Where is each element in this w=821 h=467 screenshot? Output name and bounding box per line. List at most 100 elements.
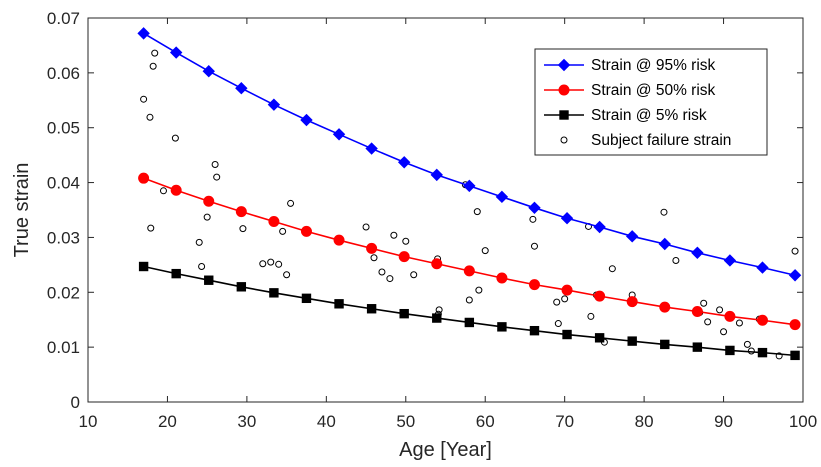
series-point — [789, 319, 801, 331]
series-point — [137, 27, 150, 40]
x-tick-label: 100 — [789, 412, 817, 431]
legend-marker — [558, 84, 570, 96]
scatter-point — [791, 247, 799, 255]
scatter-point — [554, 320, 562, 328]
scatter-point — [700, 299, 708, 307]
series-point — [204, 275, 214, 285]
series-point — [757, 347, 768, 358]
scatter-point — [561, 295, 569, 303]
series-point — [334, 299, 344, 309]
scatter-point — [716, 306, 724, 314]
y-tick-label: 0.07 — [47, 9, 80, 28]
ticks-layer: 10 20 30 40 50 60 70 80 90 100 0 0.01 0.02 0.03 0.04 0.… — [47, 9, 817, 431]
series-point — [138, 261, 149, 272]
x-tick-label: 30 — [237, 412, 256, 431]
series-point — [365, 142, 378, 155]
series-point — [756, 314, 768, 326]
series-point — [268, 216, 280, 228]
x-tick-label: 90 — [714, 412, 733, 431]
series-point — [432, 313, 442, 323]
series-point — [691, 246, 704, 259]
scatter-point — [410, 271, 418, 279]
series-point — [332, 128, 346, 141]
series-point — [431, 258, 443, 270]
scatter-point — [239, 225, 247, 233]
series-point — [430, 168, 443, 182]
scatter-point — [259, 260, 267, 268]
y-tick-label: 0.02 — [47, 283, 80, 302]
series-point — [528, 279, 540, 291]
series-point — [269, 288, 279, 298]
scatter-point — [147, 224, 155, 232]
series-point — [594, 333, 605, 343]
series-point — [300, 113, 313, 127]
legend-marker — [559, 110, 569, 120]
scatter-point — [198, 263, 206, 271]
series-point — [593, 220, 606, 234]
x-tick-label: 40 — [317, 412, 336, 431]
y-tick-label: 0.03 — [47, 228, 80, 247]
series-layer — [137, 27, 802, 361]
series-point — [692, 342, 703, 352]
series-point — [235, 82, 248, 95]
series-point — [300, 225, 312, 237]
scatter-point — [378, 268, 386, 276]
series-point — [397, 156, 411, 169]
scatter-point — [435, 306, 443, 314]
scatter-point — [672, 256, 680, 264]
series-point — [333, 234, 345, 246]
scatter-point — [159, 187, 167, 195]
scatter-point — [473, 208, 481, 216]
scatter-point — [530, 242, 538, 250]
series-point — [366, 242, 378, 254]
scatter-point — [275, 260, 283, 268]
legend: Strain @ 95% risk Strain @ 50% risk Strain… — [534, 48, 768, 156]
legend-label: Strain @ 95% risk — [591, 57, 716, 74]
series-point — [171, 268, 181, 279]
scatter-point — [775, 352, 783, 360]
scatter-point — [587, 312, 595, 320]
series-point — [202, 65, 215, 78]
scatter-layer — [140, 49, 799, 360]
scatter-point — [146, 113, 154, 121]
scatter-point — [211, 160, 219, 168]
series-point — [626, 296, 638, 308]
series-point — [788, 269, 802, 282]
series-point — [659, 301, 671, 313]
scatter-point — [213, 173, 221, 181]
x-tick-label: 50 — [396, 412, 415, 431]
legend-marker — [560, 136, 568, 144]
x-axis-title: Age [Year] — [399, 439, 492, 461]
series-point — [560, 212, 574, 225]
scatter-point — [735, 319, 743, 327]
series-point — [170, 184, 182, 196]
scatter-point — [390, 231, 398, 239]
series-point — [301, 293, 312, 304]
scatter-point — [370, 254, 378, 262]
x-tick-label: 10 — [79, 412, 98, 431]
series-point — [756, 261, 769, 274]
series-point — [790, 350, 800, 361]
legend-label: Strain @ 50% risk — [591, 82, 716, 99]
y-tick-label: 0.04 — [47, 174, 80, 193]
scatter-point — [465, 296, 473, 304]
scatter-point — [279, 227, 287, 235]
scatter-point — [720, 328, 728, 336]
series-point — [691, 305, 703, 317]
series-point — [724, 310, 736, 322]
legend-box — [534, 48, 768, 156]
series-point — [528, 201, 541, 215]
series-point — [138, 172, 150, 184]
scatter-point — [195, 238, 203, 246]
series-point — [398, 251, 410, 263]
x-tick-label: 70 — [555, 412, 574, 431]
scatter-point — [481, 247, 489, 255]
series-point — [627, 336, 637, 346]
x-tick-label: 20 — [158, 412, 177, 431]
series-point — [267, 98, 281, 111]
scatter-point — [386, 275, 394, 283]
series-point — [625, 230, 639, 243]
scatter-point — [704, 318, 712, 326]
series-point — [236, 282, 247, 292]
series-point — [495, 190, 509, 204]
